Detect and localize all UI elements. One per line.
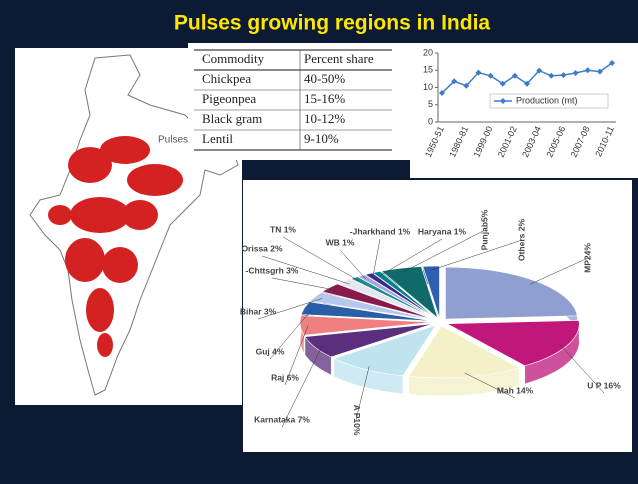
slice: [333, 324, 437, 377]
slice: [372, 271, 437, 319]
point: [596, 68, 603, 75]
slice-label: Haryana 1%: [418, 226, 467, 236]
point: [560, 72, 567, 79]
table-cell: 9-10%: [304, 131, 339, 146]
legend-label: Production (mt): [516, 95, 578, 105]
slice: [357, 274, 436, 319]
point: [548, 72, 555, 79]
leader-line: [355, 365, 370, 421]
slice-label: -Chttsgrh 3%: [246, 265, 299, 275]
slice: [445, 266, 578, 320]
point: [499, 80, 506, 87]
leader-line: [284, 325, 309, 386]
y-tick-label: 0: [428, 116, 433, 126]
slice-label: Bihar 3%: [240, 306, 277, 316]
slice-label: Raj 6%: [271, 372, 299, 382]
slice-label: Karnataka 7%: [254, 414, 310, 424]
leader-line: [339, 249, 366, 280]
leader-line: [379, 238, 443, 276]
slice-label: Mah 14%: [497, 385, 534, 395]
slice-label: -Jharkhand 1%: [350, 226, 411, 236]
slice-label: TN 1%: [270, 224, 296, 234]
y-tick-label: 15: [423, 65, 433, 75]
point: [572, 70, 579, 77]
slice-label: WB 1%: [326, 237, 355, 247]
leader-line: [403, 229, 486, 273]
point: [511, 72, 518, 79]
table-cell: Black gram: [202, 111, 262, 126]
leader-line: [464, 372, 516, 399]
table-cell: Chickpea: [202, 71, 251, 86]
leader-line: [530, 257, 589, 285]
slice-label: Orissa 2%: [241, 243, 283, 253]
point: [487, 72, 494, 79]
table-header: Percent share: [304, 51, 374, 66]
slice-label: U P 16%: [587, 380, 621, 390]
table-cell: Lentil: [202, 131, 233, 146]
y-tick-label: 10: [423, 82, 433, 92]
table-cell: Pigeonpea: [202, 91, 256, 106]
slice: [364, 272, 437, 319]
slice: [408, 325, 520, 379]
slice: [350, 276, 436, 320]
point: [536, 67, 543, 74]
slide-title: Pulses growing regions in India: [174, 12, 491, 35]
leader-line: [431, 239, 523, 271]
slice: [380, 266, 439, 320]
legend-box: [489, 93, 609, 109]
slice: [300, 301, 433, 322]
leader-line: [261, 255, 350, 285]
point: [524, 80, 530, 87]
slice-label: MP24%: [582, 243, 592, 273]
map-label: Pulses: [158, 135, 188, 146]
point: [475, 69, 482, 76]
leader-line: [271, 277, 336, 291]
leader-line: [559, 343, 605, 394]
table-cell: 10-12%: [304, 111, 345, 126]
y-tick-label: 5: [428, 99, 433, 109]
line-panel: [410, 43, 638, 178]
y-tick-label: 20: [423, 47, 433, 57]
map-regions: [48, 136, 183, 357]
table-header: Commodity: [202, 51, 265, 66]
leader-line: [372, 238, 381, 278]
slice-label: A P10%: [352, 405, 362, 436]
leader-line: [269, 308, 313, 360]
point: [609, 60, 615, 67]
leader-line: [282, 236, 360, 282]
table-panel: [188, 43, 410, 160]
table-cell: 15-16%: [304, 91, 345, 106]
point: [451, 78, 458, 85]
slice-label: Others 2%: [516, 219, 526, 261]
leader-line: [257, 298, 323, 320]
slice: [337, 278, 435, 320]
slice: [446, 320, 580, 367]
slice: [309, 291, 433, 321]
slice-label: Punjab5%: [479, 209, 489, 250]
slice: [422, 265, 440, 319]
point: [463, 82, 470, 89]
slice: [321, 283, 434, 320]
slice-label: Guj 4%: [256, 346, 285, 356]
leader-line: [281, 345, 323, 428]
legend-marker: [500, 98, 506, 104]
point: [439, 90, 445, 97]
table-cell: 40-50%: [304, 71, 345, 86]
slice: [304, 323, 433, 358]
point: [584, 67, 591, 74]
